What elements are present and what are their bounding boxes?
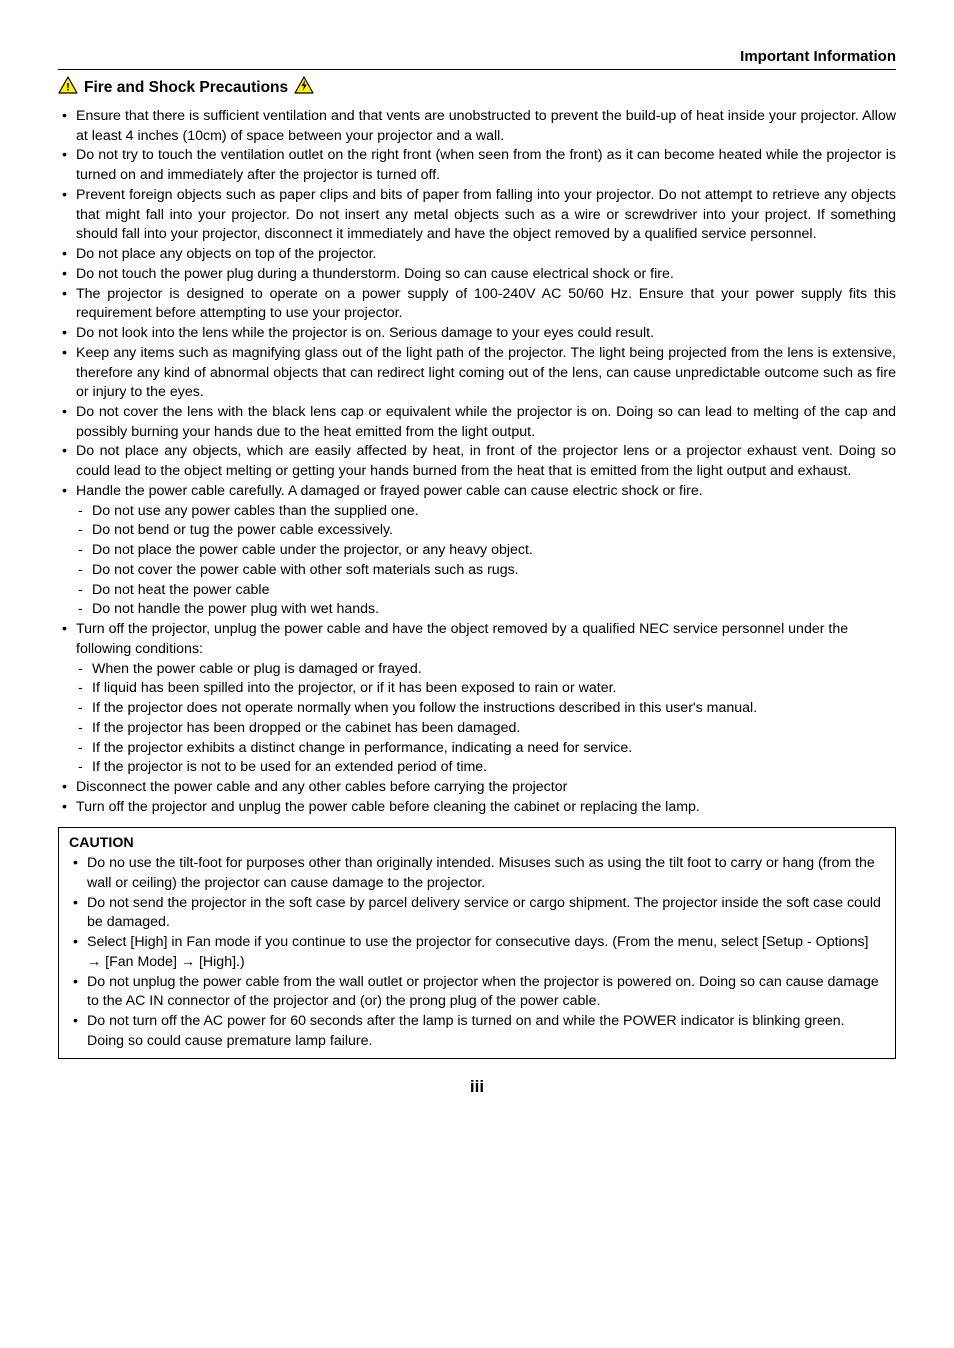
caution-item: Do not turn off the AC power for 60 seco… (69, 1012, 885, 1032)
section-title-row: ! Fire and Shock Precautions (58, 76, 896, 99)
shock-triangle-icon (294, 76, 314, 99)
precaution-item: Do not look into the lens while the proj… (58, 324, 896, 344)
precautions-list: Ensure that there is sufficient ventilat… (58, 107, 896, 817)
precaution-item: Do not try to touch the ventilation outl… (58, 146, 896, 185)
precaution-item: The projector is designed to operate on … (58, 285, 896, 324)
caution-item: Do not send the projector in the soft ca… (69, 894, 885, 933)
section-title-text: Fire and Shock Precautions (84, 79, 288, 97)
caution-title: CAUTION (69, 834, 885, 854)
warning-triangle-icon: ! (58, 76, 78, 99)
turnoff-sublist: When the power cable or plug is damaged … (76, 660, 896, 778)
precaution-item: Ensure that there is sufficient ventilat… (58, 107, 896, 146)
precaution-item: Disconnect the power cable and any other… (58, 778, 896, 798)
header-rule (58, 69, 896, 70)
caution-box: CAUTION Do no use the tilt-foot for purp… (58, 827, 896, 1058)
turnoff-lead: Turn off the projector, unplug the power… (76, 621, 848, 657)
precaution-item: Turn off the projector and unplug the po… (58, 798, 896, 818)
cable-sublist: Do not use any power cables than the sup… (76, 502, 896, 620)
cable-sub-item: Do not heat the power cable (76, 581, 896, 601)
cable-lead: Handle the power cable carefully. A dama… (76, 483, 703, 499)
caution-list: Do no use the tilt-foot for purposes oth… (69, 854, 885, 1032)
svg-text:!: ! (66, 82, 70, 94)
turnoff-sub-item: If the projector does not operate normal… (76, 699, 896, 719)
caution-item: Select [High] in Fan mode if you continu… (69, 933, 885, 972)
turnoff-sub-item: When the power cable or plug is damaged … (76, 660, 896, 680)
cable-sub-item: Do not cover the power cable with other … (76, 561, 896, 581)
precaution-item: Do not place any objects, which are easi… (58, 442, 896, 481)
precaution-item: Do not cover the lens with the black len… (58, 403, 896, 442)
precaution-item: Do not place any objects on top of the p… (58, 245, 896, 265)
cable-sub-item: Do not bend or tug the power cable exces… (76, 521, 896, 541)
precaution-item: Keep any items such as magnifying glass … (58, 344, 896, 403)
cable-sub-item: Do not use any power cables than the sup… (76, 502, 896, 522)
cable-sub-item: Do not place the power cable under the p… (76, 541, 896, 561)
caution-item: Do not unplug the power cable from the w… (69, 973, 885, 1012)
caution-item: Do no use the tilt-foot for purposes oth… (69, 854, 885, 893)
precaution-item-cable: Handle the power cable carefully. A dama… (58, 482, 896, 620)
page-number: iii (58, 1077, 896, 1097)
precaution-item: Prevent foreign objects such as paper cl… (58, 186, 896, 245)
cable-sub-item: Do not handle the power plug with wet ha… (76, 600, 896, 620)
caution-extra-line: Doing so could cause premature lamp fail… (69, 1032, 885, 1052)
turnoff-sub-item: If the projector is not to be used for a… (76, 758, 896, 778)
turnoff-sub-item: If liquid has been spilled into the proj… (76, 679, 896, 699)
precaution-item: Do not touch the power plug during a thu… (58, 265, 896, 285)
page-header: Important Information (58, 48, 896, 65)
precaution-item-turnoff: Turn off the projector, unplug the power… (58, 620, 896, 778)
turnoff-sub-item: If the projector exhibits a distinct cha… (76, 739, 896, 759)
turnoff-sub-item: If the projector has been dropped or the… (76, 719, 896, 739)
